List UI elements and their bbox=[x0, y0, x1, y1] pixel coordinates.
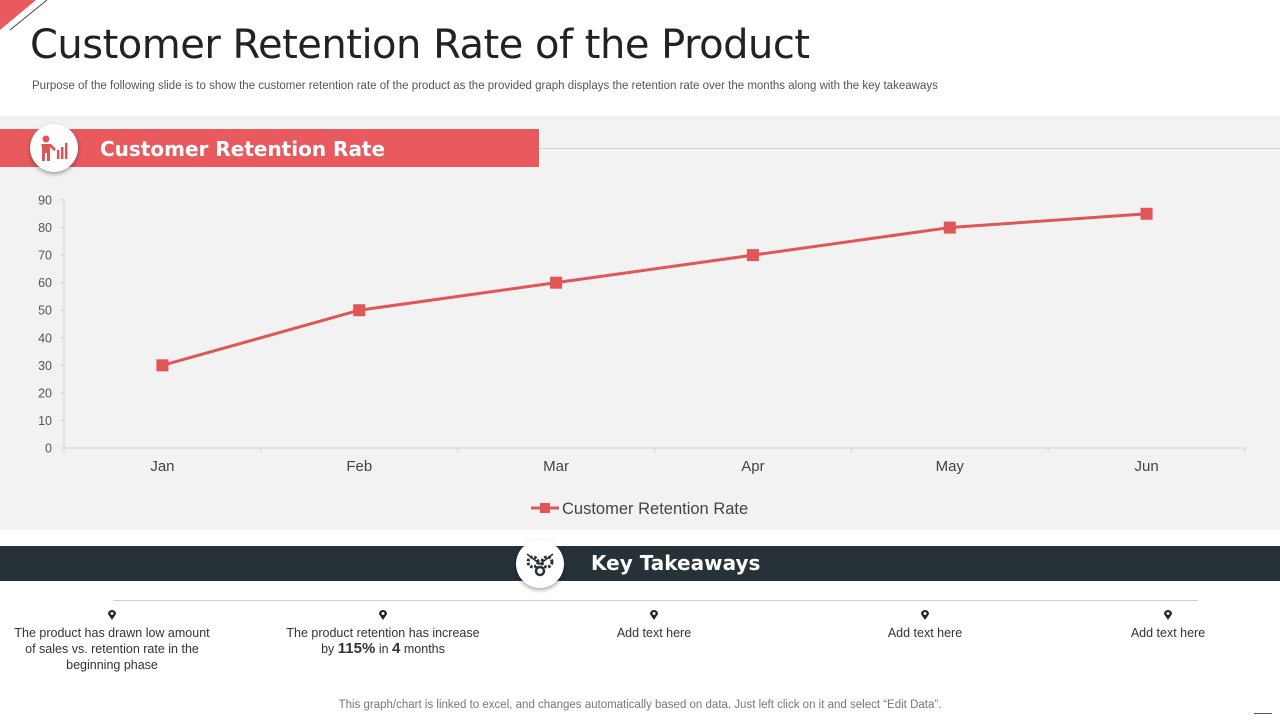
x-tick-label: Jun bbox=[1134, 458, 1158, 475]
page-subtitle: Purpose of the following slide is to sho… bbox=[32, 80, 938, 92]
y-tick-label: 40 bbox=[38, 331, 52, 345]
footnote: This graph/chart is linked to excel, and… bbox=[338, 699, 942, 711]
y-tick-label: 80 bbox=[38, 221, 52, 235]
chart-panel: Customer Retention Rate 0 10 20 30 40 50 60 70 8… bbox=[0, 116, 1280, 530]
takeaway-text: The product retention has increase by 11… bbox=[283, 625, 483, 657]
map-pin-icon bbox=[921, 610, 929, 620]
line-chart: 0 10 20 30 40 50 60 70 80 90 Jan Feb Mar Apr May Jun Cus… bbox=[38, 194, 1246, 518]
x-tick-label: Jan bbox=[150, 458, 174, 475]
gears-icon bbox=[516, 540, 564, 588]
takeaway-item-1: The product has drawn low amount of sale… bbox=[12, 609, 212, 673]
page-title: Customer Retention Rate of the Product bbox=[30, 22, 810, 68]
map-pin-icon bbox=[108, 610, 116, 620]
y-tick-label: 20 bbox=[38, 386, 52, 400]
takeaway-text: Add text here bbox=[887, 626, 963, 640]
takeaway-months: 4 bbox=[392, 640, 401, 657]
y-tick-label: 10 bbox=[38, 414, 52, 428]
takeaway-item-2: The product retention has increase by 11… bbox=[283, 609, 483, 657]
takeaway-item-4: Add text here bbox=[825, 609, 1025, 641]
map-pin-icon bbox=[379, 610, 387, 620]
corner-decoration bbox=[0, 0, 48, 31]
chart-section-header: Customer Retention Rate bbox=[0, 129, 539, 167]
data-point-marker bbox=[353, 304, 366, 317]
takeaway-text-pre: The product retention has increase by bbox=[286, 626, 480, 656]
x-tick-label: Apr bbox=[741, 458, 764, 475]
takeaway-text: Add text here bbox=[1130, 626, 1206, 640]
key-takeaways-header: Key Takeaways bbox=[0, 546, 1280, 581]
takeaway-text: Add text here bbox=[616, 626, 692, 640]
takeaways-connector bbox=[113, 600, 1198, 601]
legend-label: Customer Retention Rate bbox=[562, 500, 748, 518]
data-point-marker bbox=[156, 359, 169, 372]
legend-swatch-marker bbox=[540, 503, 550, 513]
takeaway-percent: 115% bbox=[337, 640, 376, 657]
x-tick-label: May bbox=[936, 458, 965, 475]
map-pin-icon bbox=[1164, 610, 1172, 620]
data-point-marker bbox=[943, 221, 956, 234]
presenter-chart-icon bbox=[30, 124, 78, 172]
series-line bbox=[162, 212, 1147, 367]
data-point-marker bbox=[550, 276, 563, 289]
data-point-marker bbox=[746, 249, 759, 262]
takeaway-item-3: Add text here bbox=[554, 609, 754, 641]
x-tick-label: Mar bbox=[543, 458, 569, 475]
y-tick-label: 50 bbox=[38, 304, 52, 318]
data-point-marker bbox=[1140, 207, 1153, 220]
takeaway-text-post: months bbox=[403, 642, 445, 656]
takeaway-text: The product has drawn low amount of sale… bbox=[14, 626, 210, 672]
y-tick-label: 30 bbox=[38, 359, 52, 373]
key-takeaways-label: Key Takeaways bbox=[591, 551, 761, 575]
y-tick-label: 90 bbox=[38, 194, 52, 208]
y-tick-label: 70 bbox=[38, 249, 52, 263]
panel-divider bbox=[539, 148, 1280, 149]
y-tick-label: 60 bbox=[38, 276, 52, 290]
takeaway-item-5: Add text here bbox=[1068, 609, 1268, 641]
chart-section-label: Customer Retention Rate bbox=[100, 137, 386, 161]
y-tick-label: 0 bbox=[45, 442, 52, 456]
map-pin-icon bbox=[650, 610, 658, 620]
takeaway-text-mid: in bbox=[378, 642, 389, 656]
corner-mark bbox=[1254, 713, 1272, 714]
x-tick-label: Feb bbox=[346, 458, 372, 475]
